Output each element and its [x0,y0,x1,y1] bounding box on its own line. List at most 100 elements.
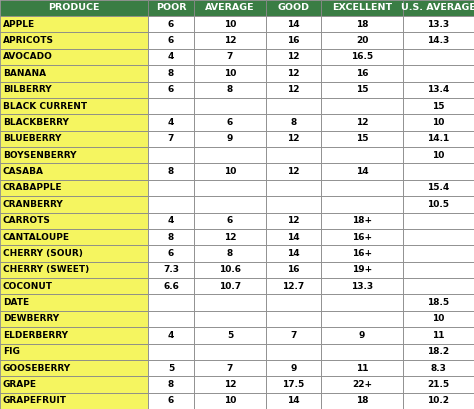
Bar [266,245,321,262]
Text: 22+: 22+ [352,380,372,389]
Bar [266,360,321,376]
Bar [148,344,194,360]
Text: CARROTS: CARROTS [3,216,51,225]
Bar [403,0,474,16]
Bar [0,213,148,229]
Text: BANANA: BANANA [3,69,46,78]
Text: 6: 6 [227,216,233,225]
Text: 7.3: 7.3 [163,265,179,274]
Bar [148,393,194,409]
Bar [403,49,474,65]
Bar [266,393,321,409]
Text: 12: 12 [224,36,236,45]
Bar [0,0,148,16]
Text: AVERAGE: AVERAGE [205,4,255,13]
Bar [403,147,474,163]
Text: GOOD: GOOD [277,4,310,13]
Bar [194,262,266,278]
Bar [194,278,266,294]
Bar [403,278,474,294]
Bar [321,130,403,147]
Bar [403,98,474,114]
Text: APRICOTS: APRICOTS [3,36,54,45]
Bar [321,360,403,376]
Bar [321,229,403,245]
Bar [321,376,403,393]
Text: 11: 11 [356,364,368,373]
Bar [194,147,266,163]
Bar [148,16,194,32]
Bar [266,376,321,393]
Bar [266,163,321,180]
Bar [321,32,403,49]
Bar [194,0,266,16]
Text: COCONUT: COCONUT [3,282,53,291]
Text: 12: 12 [287,167,300,176]
Text: 14: 14 [287,20,300,29]
Text: CASABA: CASABA [3,167,44,176]
Bar [266,311,321,327]
Text: 10.5: 10.5 [428,200,449,209]
Text: 8: 8 [291,118,297,127]
Bar [194,163,266,180]
Text: CHERRY (SWEET): CHERRY (SWEET) [3,265,89,274]
Bar [321,245,403,262]
Bar [266,196,321,213]
Text: 4: 4 [168,331,174,340]
Text: 9: 9 [359,331,365,340]
Bar [0,360,148,376]
Bar [321,262,403,278]
Bar [0,16,148,32]
Text: EXCELLENT: EXCELLENT [332,4,392,13]
Text: 15: 15 [432,101,445,110]
Bar [321,344,403,360]
Bar [148,147,194,163]
Bar [266,16,321,32]
Text: BILBERRY: BILBERRY [3,85,52,94]
Bar [266,65,321,81]
Text: 19+: 19+ [352,265,372,274]
Bar [321,98,403,114]
Bar [403,16,474,32]
Bar [321,327,403,344]
Text: 12: 12 [287,69,300,78]
Bar [321,163,403,180]
Text: FIG: FIG [3,347,20,356]
Text: 12: 12 [224,380,236,389]
Bar [148,163,194,180]
Text: 12.7: 12.7 [283,282,305,291]
Text: BLACKBERRY: BLACKBERRY [3,118,69,127]
Text: 16+: 16+ [352,249,372,258]
Text: 13.3: 13.3 [428,20,449,29]
Text: 6: 6 [168,85,174,94]
Bar [148,196,194,213]
Text: 18.2: 18.2 [428,347,449,356]
Bar [194,360,266,376]
Text: 16+: 16+ [352,233,372,242]
Text: 7: 7 [227,364,233,373]
Text: 10: 10 [224,396,236,405]
Bar [266,229,321,245]
Bar [148,49,194,65]
Text: 20: 20 [356,36,368,45]
Bar [0,196,148,213]
Bar [321,180,403,196]
Text: 8: 8 [168,380,174,389]
Bar [148,376,194,393]
Text: 21.5: 21.5 [428,380,449,389]
Bar [403,294,474,311]
Text: 18+: 18+ [352,216,372,225]
Bar [403,180,474,196]
Bar [266,278,321,294]
Bar [194,196,266,213]
Bar [403,81,474,98]
Text: 10: 10 [224,20,236,29]
Text: GRAPEFRUIT: GRAPEFRUIT [3,396,67,405]
Bar [148,180,194,196]
Bar [266,147,321,163]
Bar [194,294,266,311]
Bar [266,180,321,196]
Bar [321,114,403,130]
Text: 9: 9 [227,134,233,143]
Bar [403,114,474,130]
